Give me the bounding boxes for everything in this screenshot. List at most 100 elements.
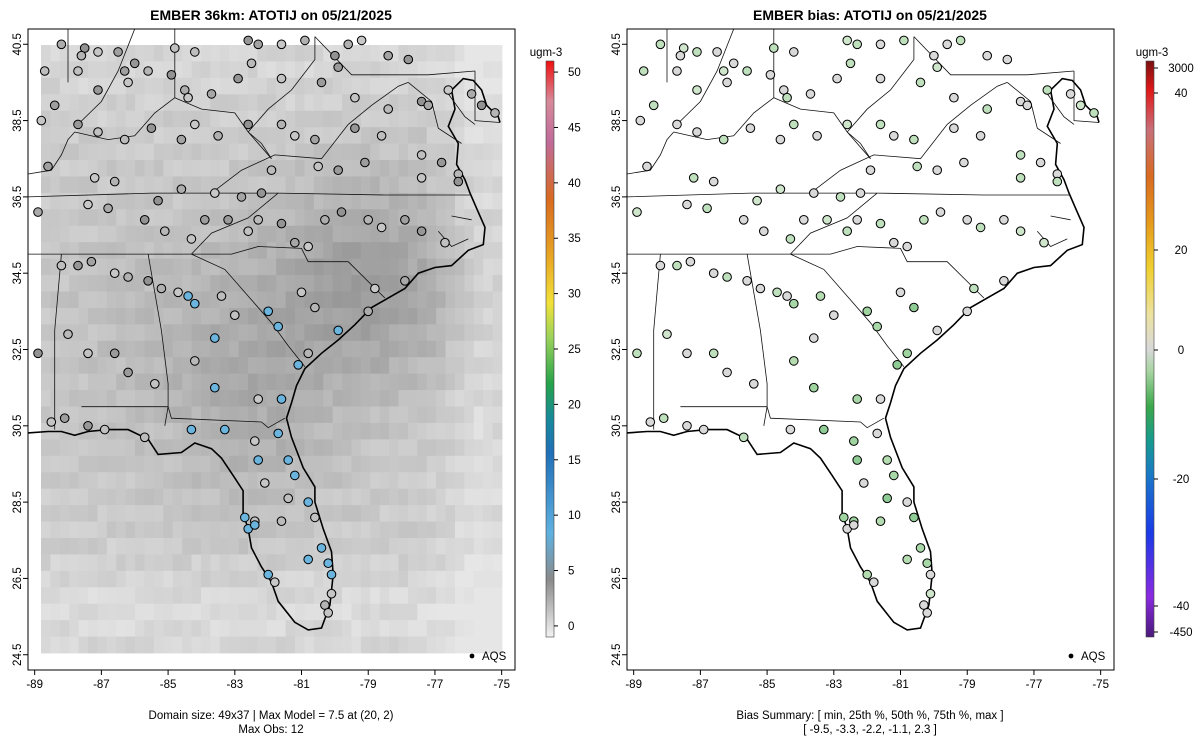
y-tick-label: 28.5 (12, 491, 24, 513)
model-grid-cell (379, 61, 390, 79)
model-grid-cell (247, 324, 258, 342)
model-grid-cell (464, 537, 475, 555)
y-tick-label: 32.5 (12, 338, 24, 360)
x-tick-label: -79 (360, 679, 377, 691)
bias-point (932, 325, 943, 336)
model-grid-cell (464, 324, 475, 342)
bias-point (745, 123, 756, 133)
model-grid-cell (483, 636, 493, 654)
model-grid-cell (50, 209, 61, 227)
model-grid-cell (445, 242, 456, 260)
model-grid-cell (97, 275, 108, 292)
model-grid-cell (106, 537, 117, 555)
model-grid-cell (135, 307, 145, 325)
model-grid-cell (436, 587, 446, 605)
model-grid-cell (153, 242, 164, 260)
model-grid-cell (370, 275, 381, 292)
model-grid-cell (276, 373, 287, 391)
obs-point (370, 283, 380, 294)
model-grid-cell (116, 143, 127, 161)
model-grid-cell (200, 390, 211, 407)
model-grid-cell (116, 357, 127, 375)
bias-point (919, 215, 929, 225)
model-grid-cell (172, 45, 183, 62)
model-grid-cell (191, 570, 202, 588)
model-grid-cell (219, 110, 230, 128)
model-grid-cell (219, 127, 230, 144)
model-grid-cell (200, 242, 211, 260)
model-grid-cell (360, 587, 371, 605)
model-grid-cell (285, 537, 296, 555)
model-grid-cell (464, 373, 475, 391)
model-grid-cell (59, 603, 70, 621)
model-grid-cell (295, 275, 305, 292)
model-grid-cell (257, 160, 268, 177)
state-boundary (763, 406, 768, 426)
model-grid-cell (116, 422, 127, 440)
colorbar-tick-label: 50 (568, 67, 581, 79)
obs-point (243, 226, 253, 236)
bias-point (692, 85, 702, 95)
model-grid-cell (144, 521, 155, 539)
model-grid-cell (59, 570, 70, 588)
model-grid-cell (88, 505, 98, 522)
model-grid-cell (266, 340, 277, 358)
model-grid-cell (445, 422, 456, 440)
model-grid-cell (445, 291, 456, 309)
model-grid-cell (276, 587, 287, 605)
model-grid-cell (398, 225, 409, 243)
model-grid-cell (398, 570, 409, 588)
bias-point (819, 424, 829, 435)
model-grid-cell (266, 554, 277, 572)
model-grid-cell (370, 160, 381, 177)
model-grid-cell (407, 373, 418, 391)
model-grid-cell (379, 505, 390, 522)
model-grid-cell (276, 406, 287, 424)
model-grid-cell (351, 160, 362, 177)
model-grid-cell (464, 258, 475, 276)
model-grid-cell (153, 143, 164, 161)
bias-point (692, 47, 702, 57)
model-grid-cell (144, 127, 155, 144)
model-grid-cell (182, 488, 192, 506)
model-grid-cell (285, 242, 296, 260)
model-grid-cell (407, 291, 418, 309)
model-grid-cell (285, 603, 296, 621)
model-grid-cell (247, 291, 258, 309)
model-grid-cell (163, 45, 174, 62)
model-grid-cell (473, 45, 484, 62)
model-grid-cell (238, 127, 249, 144)
model-grid-cell (97, 554, 108, 572)
model-grid-cell (492, 242, 503, 260)
model-grid-cell (360, 439, 371, 457)
model-grid-cell (332, 636, 343, 654)
model-grid-cell (370, 258, 381, 276)
model-grid-cell (50, 340, 61, 358)
model-grid-cell (191, 620, 202, 637)
obs-point (220, 424, 230, 435)
bias-point (632, 348, 642, 359)
model-grid-cell (97, 620, 108, 637)
model-grid-cell (483, 357, 493, 375)
bias-point (875, 119, 886, 130)
model-grid-cell (266, 94, 277, 112)
model-grid-cell (172, 291, 183, 309)
model-grid-cell (106, 192, 117, 210)
model-grid-cell (276, 455, 287, 473)
state-boundary (1050, 215, 1071, 221)
model-grid-cell (379, 110, 390, 128)
model-grid-cell (229, 176, 239, 194)
state-boundary (164, 406, 169, 426)
model-grid-cell (464, 570, 475, 588)
model-grid-cell (389, 406, 399, 424)
model-grid-cell (276, 143, 287, 161)
model-grid-cell (238, 258, 249, 276)
legend-dot-icon (469, 653, 475, 659)
model-grid-cell (342, 275, 352, 292)
obs-point (290, 131, 300, 141)
model-grid-cell (276, 275, 287, 292)
model-grid-cell (238, 110, 249, 128)
model-grid-cell (464, 160, 475, 177)
model-grid-cell (163, 127, 174, 144)
bias-point (1022, 100, 1033, 111)
